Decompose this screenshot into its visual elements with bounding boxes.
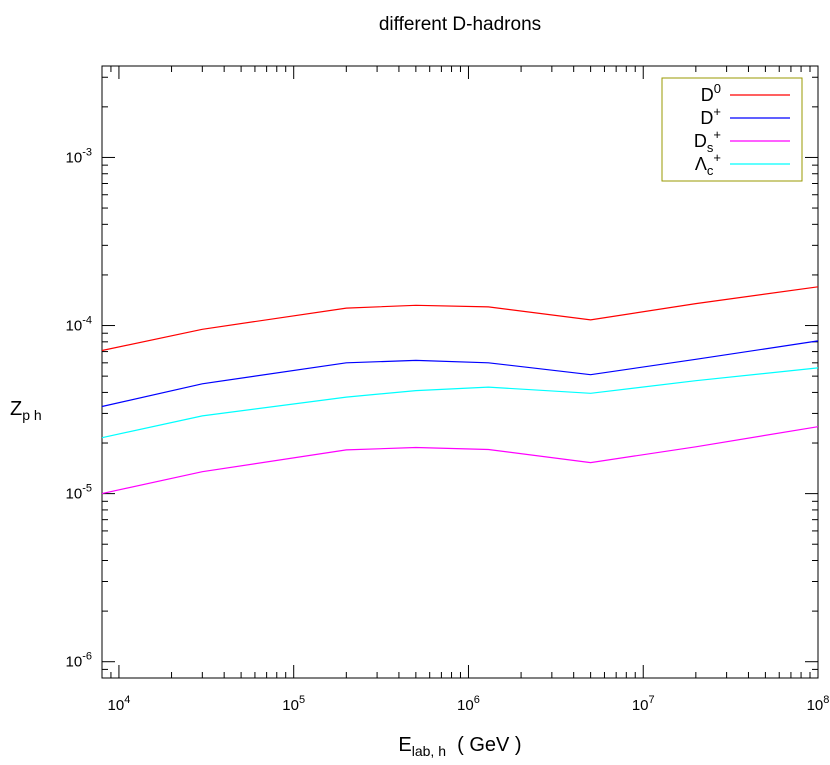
- x-tick-label: 105: [282, 694, 305, 714]
- legend-label-1: D+: [700, 104, 721, 128]
- series-line-3: [101, 367, 819, 439]
- y-tick-label: 10-6: [66, 651, 92, 671]
- y-tick-label: 10-4: [66, 315, 92, 335]
- chart-title: different D-hadrons: [378, 14, 542, 35]
- x-axis-label-main: E: [398, 734, 412, 756]
- x-axis-label: Elab, h ( GeV ): [0, 734, 830, 759]
- legend-box: [661, 77, 803, 182]
- legend-label-0: D0: [701, 81, 721, 105]
- x-tick-label: 108: [807, 694, 830, 714]
- x-tick-label: 107: [632, 694, 655, 714]
- y-axis-label-sub: p h: [22, 407, 42, 423]
- legend-label-2: Ds+: [694, 127, 721, 155]
- x-axis-label-unit: ( GeV ): [457, 734, 522, 756]
- legend-label-3: Λc+: [695, 150, 721, 178]
- y-axis-label-main: Z: [10, 398, 23, 420]
- x-tick-label: 106: [457, 694, 480, 714]
- x-axis-label-sub: lab, h: [411, 743, 446, 759]
- x-tick-label: 104: [108, 694, 131, 714]
- series-line-0: [101, 286, 819, 352]
- y-tick-label: 10-5: [66, 483, 92, 503]
- y-axis-label: Zp h: [10, 398, 42, 423]
- series-line-2: [101, 426, 819, 495]
- series-line-1: [101, 340, 819, 408]
- y-tick-label: 10-3: [66, 146, 92, 166]
